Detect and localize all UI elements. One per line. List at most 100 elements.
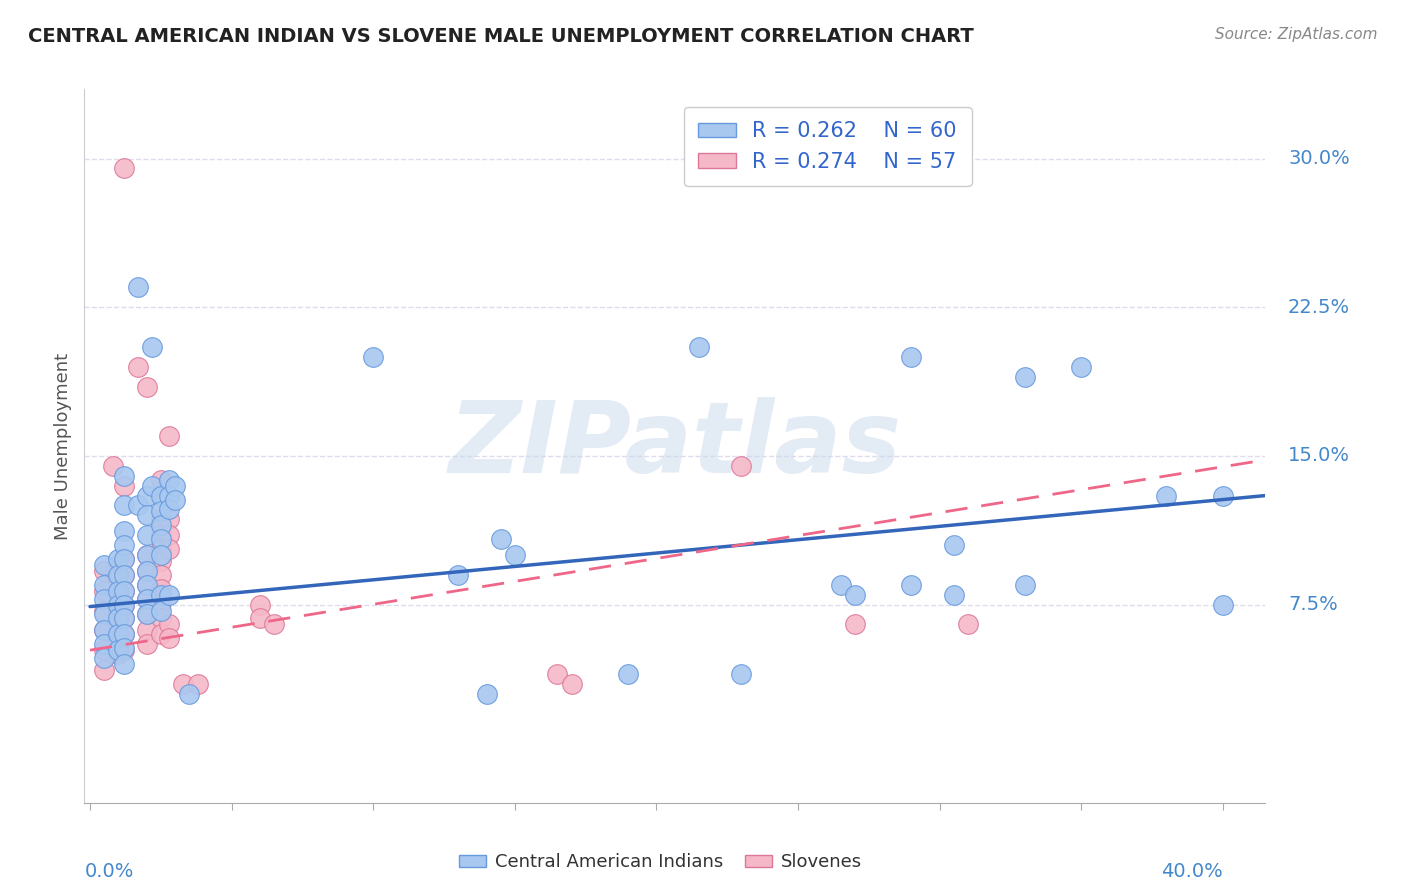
Point: [93, 624, 115, 638]
Point: [149, 627, 172, 641]
Point: [546, 667, 568, 681]
Point: [149, 567, 172, 582]
Point: [730, 667, 752, 681]
Point: [560, 677, 582, 691]
Point: [107, 617, 129, 632]
Text: 22.5%: 22.5%: [1288, 298, 1350, 317]
Point: [942, 588, 965, 602]
Point: [135, 591, 157, 606]
Point: [149, 582, 172, 596]
Point: [112, 598, 135, 612]
Point: [107, 583, 129, 598]
Point: [157, 617, 180, 632]
Point: [163, 478, 186, 492]
Point: [1212, 598, 1234, 612]
Point: [135, 624, 157, 638]
Point: [157, 542, 180, 557]
Point: [112, 583, 135, 598]
Point: [135, 508, 157, 523]
Point: [135, 548, 157, 562]
Point: [249, 598, 271, 612]
Point: [93, 624, 115, 638]
Point: [112, 598, 135, 612]
Point: [149, 548, 172, 562]
Point: [107, 603, 129, 617]
Point: [149, 603, 172, 617]
Point: [93, 591, 115, 606]
Point: [101, 458, 124, 473]
Text: ZIPatlas: ZIPatlas: [449, 398, 901, 494]
Point: [93, 564, 115, 578]
Point: [127, 499, 149, 513]
Point: [179, 687, 201, 701]
Point: [93, 663, 115, 677]
Point: [112, 552, 135, 566]
Point: [830, 578, 852, 592]
Point: [157, 489, 180, 503]
Point: [187, 677, 209, 691]
Point: [157, 632, 180, 646]
Point: [107, 572, 129, 586]
Point: [112, 641, 135, 656]
Point: [135, 578, 157, 592]
Text: 7.5%: 7.5%: [1288, 595, 1337, 614]
Point: [844, 588, 866, 602]
Point: [149, 588, 172, 602]
Point: [141, 478, 163, 492]
Point: [157, 473, 180, 487]
Point: [112, 552, 135, 566]
Point: [617, 667, 640, 681]
Point: [112, 524, 135, 539]
Point: [93, 603, 115, 617]
Point: [107, 611, 129, 625]
Point: [1014, 578, 1036, 592]
Point: [107, 632, 129, 646]
Text: CENTRAL AMERICAN INDIAN VS SLOVENE MALE UNEMPLOYMENT CORRELATION CHART: CENTRAL AMERICAN INDIAN VS SLOVENE MALE …: [28, 27, 974, 45]
Point: [112, 657, 135, 671]
Point: [149, 596, 172, 610]
Point: [942, 538, 965, 552]
Point: [956, 617, 979, 632]
Point: [149, 489, 172, 503]
Point: [149, 504, 172, 518]
Point: [1070, 359, 1092, 374]
Point: [173, 677, 195, 691]
Point: [135, 489, 157, 503]
Point: [93, 558, 115, 572]
Point: [107, 552, 129, 566]
Point: [107, 558, 129, 572]
Point: [149, 554, 172, 568]
Point: [149, 542, 172, 557]
Point: [107, 647, 129, 661]
Text: 40.0%: 40.0%: [1161, 863, 1223, 881]
Point: [107, 567, 129, 582]
Point: [149, 532, 172, 546]
Point: [112, 643, 135, 657]
Point: [730, 458, 752, 473]
Legend: R = 0.262    N = 60, R = 0.274    N = 57: R = 0.262 N = 60, R = 0.274 N = 57: [683, 107, 972, 186]
Point: [135, 607, 157, 622]
Point: [112, 478, 135, 492]
Text: 15.0%: 15.0%: [1288, 446, 1350, 466]
Point: [149, 528, 172, 542]
Point: [141, 340, 163, 354]
Point: [112, 468, 135, 483]
Point: [157, 502, 180, 516]
Point: [112, 567, 135, 582]
Point: [112, 538, 135, 552]
Point: [1212, 489, 1234, 503]
Point: [107, 598, 129, 612]
Point: [135, 528, 157, 542]
Point: [112, 499, 135, 513]
Point: [93, 637, 115, 651]
Point: [107, 627, 129, 641]
Point: [112, 567, 135, 582]
Point: [1014, 369, 1036, 384]
Text: 30.0%: 30.0%: [1288, 149, 1350, 168]
Point: [93, 578, 115, 592]
Point: [112, 627, 135, 641]
Legend: Central American Indians, Slovenes: Central American Indians, Slovenes: [451, 847, 870, 879]
Point: [149, 611, 172, 625]
Point: [149, 518, 172, 533]
Point: [249, 611, 271, 625]
